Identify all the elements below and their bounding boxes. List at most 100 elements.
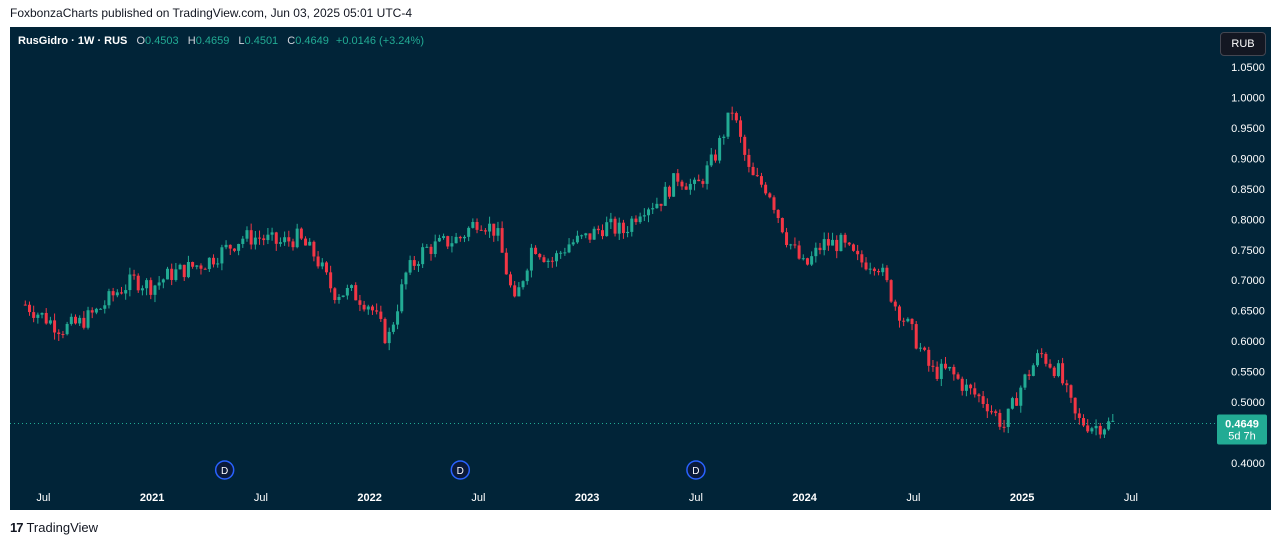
candle-down bbox=[634, 218, 638, 223]
candle-up bbox=[605, 222, 609, 237]
candle-up bbox=[567, 244, 571, 253]
footer-brand: 17 TradingView bbox=[10, 520, 98, 535]
candle-up bbox=[195, 265, 199, 267]
candle-up bbox=[241, 238, 245, 244]
candle-down bbox=[262, 238, 266, 241]
candle-up bbox=[65, 323, 69, 335]
candle-down bbox=[258, 237, 262, 239]
low-value: 0.4501 bbox=[244, 35, 279, 47]
candlestick-chart[interactable]: 1.0500 1.0000 0.9500 0.9000 0.8500 0.8000 0.75… bbox=[10, 27, 1271, 510]
candle-up bbox=[245, 230, 249, 239]
candle-up bbox=[157, 282, 161, 286]
candle-up bbox=[964, 384, 968, 391]
candle-down bbox=[23, 304, 27, 306]
candle-down bbox=[743, 136, 747, 155]
candle-down bbox=[170, 268, 174, 280]
candle-down bbox=[973, 388, 977, 395]
x-tick-label: 2025 bbox=[1010, 492, 1034, 504]
candle-down bbox=[994, 411, 998, 413]
candle-down bbox=[680, 181, 684, 187]
candle-up bbox=[270, 232, 274, 235]
candle-up bbox=[1111, 420, 1115, 422]
candle-up bbox=[814, 247, 818, 257]
candle-up bbox=[283, 237, 287, 243]
candle-up bbox=[471, 221, 475, 228]
candle-down bbox=[739, 120, 743, 137]
candle-down bbox=[358, 300, 362, 305]
candle-up bbox=[642, 215, 646, 217]
candle-down bbox=[362, 304, 366, 310]
candle-up bbox=[655, 203, 659, 209]
candle-down bbox=[120, 292, 124, 294]
candle-down bbox=[212, 257, 216, 265]
candle-up bbox=[1107, 421, 1111, 430]
candle-up bbox=[99, 308, 103, 310]
candle-down bbox=[412, 260, 416, 266]
candle-up bbox=[128, 274, 132, 291]
candle-up bbox=[584, 233, 588, 236]
candle-down bbox=[199, 265, 203, 269]
candle-up bbox=[107, 291, 111, 306]
candle-down bbox=[751, 166, 755, 176]
y-tick-label: 0.5000 bbox=[1231, 397, 1265, 409]
candle-down bbox=[847, 242, 851, 245]
currency-button[interactable]: RUB bbox=[1220, 32, 1266, 56]
candle-up bbox=[663, 186, 667, 206]
y-tick-label: 0.7000 bbox=[1231, 275, 1265, 287]
candle-up bbox=[948, 366, 952, 369]
candle-up bbox=[320, 262, 324, 267]
close-label: C bbox=[287, 35, 296, 47]
candle-up bbox=[178, 264, 182, 270]
candle-down bbox=[1073, 397, 1077, 414]
candle-up bbox=[220, 247, 224, 264]
candle-up bbox=[868, 268, 872, 270]
candle-down bbox=[27, 304, 31, 313]
candle-down bbox=[304, 238, 308, 246]
candle-down bbox=[860, 254, 864, 263]
candle-up bbox=[688, 183, 692, 190]
candle-down bbox=[872, 268, 876, 272]
candle-down bbox=[333, 288, 337, 300]
ohlc-legend: RusGidro · 1W · RUS O0.4503 H0.4659 L0.4… bbox=[18, 35, 424, 47]
tradingview-logo-icon: 17 bbox=[10, 520, 24, 535]
candle-down bbox=[500, 228, 504, 253]
candle-up bbox=[693, 179, 697, 184]
candle-down bbox=[601, 230, 605, 237]
candle-up bbox=[1023, 374, 1027, 388]
candle-down bbox=[534, 247, 538, 254]
candle-up bbox=[207, 257, 211, 270]
candle-down bbox=[793, 244, 797, 246]
chart-area[interactable]: 1.0500 1.0000 0.9500 0.9000 0.8500 0.8000 0.75… bbox=[10, 27, 1271, 510]
candle-up bbox=[216, 263, 220, 265]
candle-down bbox=[312, 241, 316, 257]
candle-down bbox=[981, 396, 985, 404]
candle-up bbox=[1056, 363, 1060, 377]
candle-down bbox=[684, 186, 688, 190]
candle-up bbox=[517, 287, 521, 297]
candle-down bbox=[136, 275, 140, 291]
candle-down bbox=[935, 366, 939, 379]
y-tick-label: 0.9500 bbox=[1231, 123, 1265, 135]
candle-down bbox=[232, 248, 236, 251]
y-tick-label: 1.0500 bbox=[1231, 62, 1265, 74]
candle-down bbox=[475, 221, 479, 230]
candle-down bbox=[797, 245, 801, 259]
candle-down bbox=[483, 230, 487, 232]
candle-down bbox=[287, 237, 291, 242]
candle-up bbox=[555, 253, 559, 262]
candle-down bbox=[956, 374, 960, 379]
candle-down bbox=[203, 268, 207, 270]
candle-up bbox=[174, 269, 178, 280]
dividend-marker-label: D bbox=[457, 466, 464, 477]
candle-down bbox=[885, 267, 889, 281]
candle-down bbox=[1015, 398, 1019, 406]
candle-down bbox=[182, 264, 186, 278]
candle-up bbox=[626, 231, 630, 234]
candle-up bbox=[1019, 387, 1023, 406]
candle-down bbox=[375, 310, 379, 312]
candle-down bbox=[1069, 385, 1073, 398]
candle-down bbox=[299, 228, 303, 239]
candle-down bbox=[877, 271, 881, 273]
candle-down bbox=[149, 280, 153, 295]
candle-up bbox=[918, 347, 922, 349]
